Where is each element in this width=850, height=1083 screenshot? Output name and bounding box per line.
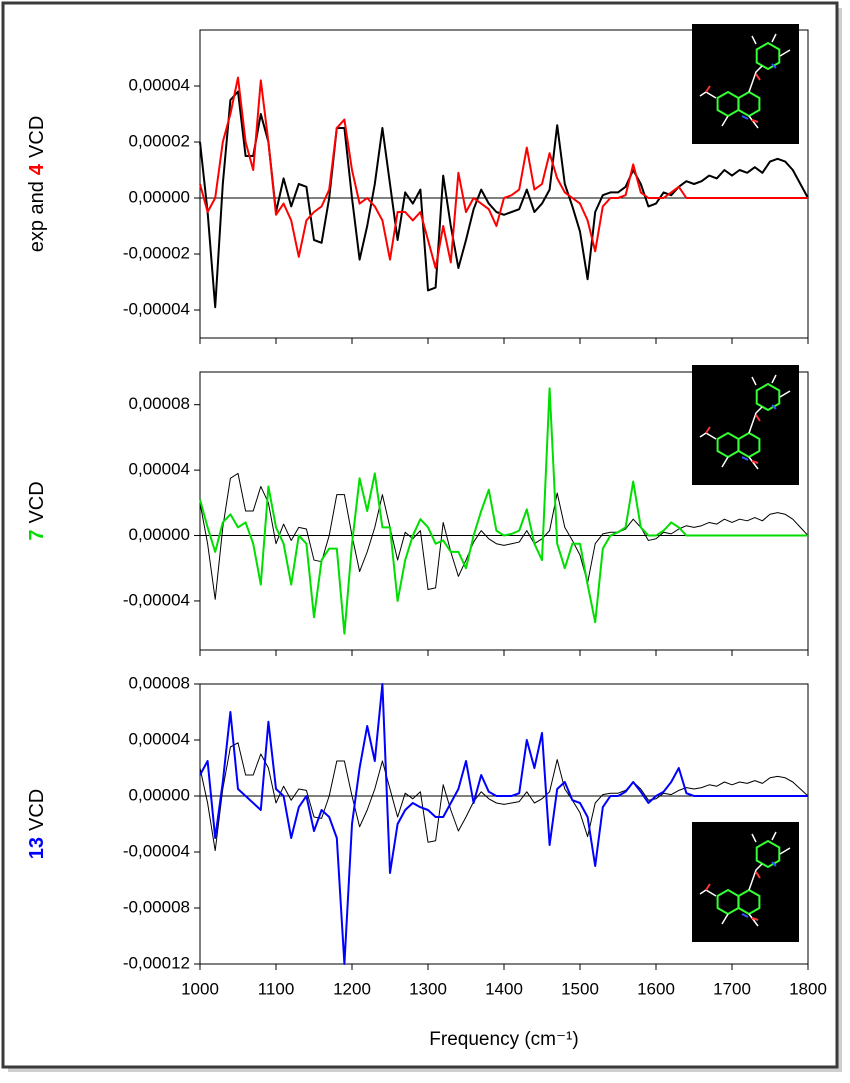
image-background: [692, 822, 799, 942]
molecule-image: [692, 822, 799, 942]
y-axis-title-part: 4: [26, 163, 48, 175]
y-axis-title: exp and 4 VCD: [26, 116, 48, 253]
x-tick-label: 1500: [561, 979, 599, 998]
x-tick-label: 1700: [713, 979, 751, 998]
y-axis-title: 13 VCD: [26, 789, 48, 859]
y-tick-label: -0,00002: [123, 243, 190, 262]
x-tick-label: 1200: [333, 979, 371, 998]
y-tick-label: 0,00008: [129, 394, 190, 413]
image-background: [692, 24, 799, 144]
y-axis-title-part: 13: [26, 837, 48, 859]
y-axis-title-part: VCD: [26, 116, 48, 158]
y-tick-label: -0,00004: [123, 299, 190, 318]
y-axis-title-part: exp and: [26, 181, 48, 252]
x-tick-label: 1000: [181, 979, 219, 998]
x-tick-label: 1800: [789, 979, 827, 998]
y-tick-label: 0,00008: [129, 673, 190, 692]
y-tick-label: -0,00012: [123, 953, 190, 972]
y-tick-label: -0,00004: [123, 590, 190, 609]
y-axis-title: 7 VCD: [26, 481, 48, 540]
image-background: [692, 365, 799, 485]
y-axis-title-part: VCD: [26, 789, 48, 831]
y-tick-label: -0,00004: [123, 841, 190, 860]
y-axis-title-part: VCD: [26, 481, 48, 523]
y-tick-label: -0,00008: [123, 897, 190, 916]
y-tick-label: 0,00000: [129, 525, 190, 544]
x-tick-label: 1300: [409, 979, 447, 998]
x-axis-title: Frequency (cm⁻¹): [429, 1029, 578, 1050]
y-tick-label: 0,00004: [129, 75, 190, 94]
y-tick-label: 0,00004: [129, 729, 190, 748]
x-tick-label: 1400: [485, 979, 523, 998]
y-tick-label: 0,00000: [129, 785, 190, 804]
x-tick-label: 1100: [258, 979, 295, 998]
y-axis-title-part: 7: [26, 530, 48, 541]
figure: -0,00004 -0,00002 0,00000 0,00002 0,00004 exp…: [0, 0, 850, 1078]
molecule-image: [692, 365, 799, 485]
y-tick-label: 0,00002: [129, 131, 190, 150]
x-tick-label: 1600: [637, 979, 675, 998]
molecule-image: [692, 24, 799, 144]
y-tick-label: 0,00004: [129, 460, 190, 479]
y-tick-label: 0,00000: [129, 187, 190, 206]
